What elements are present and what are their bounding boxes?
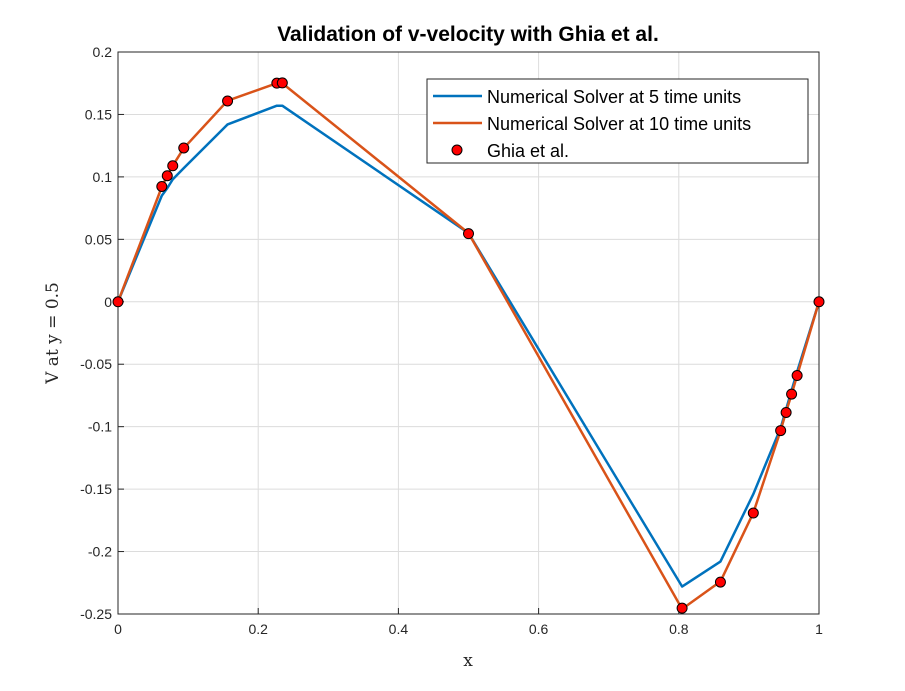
x-tick-label: 1 <box>815 621 823 637</box>
x-tick-label: 0 <box>114 621 122 637</box>
ghia-data-point <box>112 296 124 308</box>
y-axis-label: V at y = 0.5 <box>43 282 63 385</box>
chart-title: Validation of v-velocity with Ghia et al… <box>277 23 659 46</box>
legend-label-5-time-units: Numerical Solver at 5 time units <box>487 87 741 107</box>
x-tick-label: 0.4 <box>389 621 409 637</box>
y-tick-label: -0.1 <box>88 419 112 435</box>
legend-label-10-time-units: Numerical Solver at 10 time units <box>487 114 751 134</box>
ghia-data-point <box>676 602 688 614</box>
y-tick-label: 0.1 <box>93 169 113 185</box>
series-line-0 <box>116 104 821 588</box>
legend: Numerical Solver at 5 time units Numeric… <box>426 78 809 164</box>
ghia-data-point <box>156 180 168 192</box>
y-tick-label: 0.2 <box>93 44 113 60</box>
y-tick-label: -0.05 <box>80 356 112 372</box>
axis-ticks: 0 0.2 0.4 0.6 0.8 1 -0.25 -0.2 -0.15 -0.1 -0.05 0 0.… <box>80 44 823 637</box>
legend-marker-ghia <box>451 144 463 156</box>
ghia-data-point <box>161 170 173 182</box>
ghia-data-point <box>747 507 759 519</box>
ghia-data-point <box>786 388 798 400</box>
y-tick-label: 0.05 <box>85 231 112 247</box>
y-tick-label: -0.2 <box>88 544 112 560</box>
ghia-data-point <box>780 406 792 418</box>
ghia-data-point <box>222 95 234 107</box>
ghia-data-point <box>714 576 726 588</box>
y-tick-label: -0.25 <box>80 606 112 622</box>
legend-box <box>426 78 809 164</box>
y-tick-label: 0 <box>104 294 112 310</box>
ghia-data-point <box>813 296 825 308</box>
plot-area-frame <box>117 51 820 615</box>
x-tick-label: 0.6 <box>529 621 549 637</box>
ghia-data-point <box>775 425 787 437</box>
x-axis-label: x <box>463 651 473 671</box>
series-layer <box>112 77 825 614</box>
ghia-data-point <box>276 77 288 89</box>
ghia-data-point <box>167 160 179 172</box>
legend-label-ghia: Ghia et al. <box>487 141 569 161</box>
y-tick-label: 0.15 <box>85 106 112 122</box>
ghia-data-point <box>178 142 190 154</box>
x-tick-label: 0.2 <box>248 621 268 637</box>
ghia-data-point <box>791 370 803 382</box>
x-tick-label: 0.8 <box>669 621 689 637</box>
y-tick-label: -0.15 <box>80 481 112 497</box>
ghia-data-point <box>463 228 474 240</box>
